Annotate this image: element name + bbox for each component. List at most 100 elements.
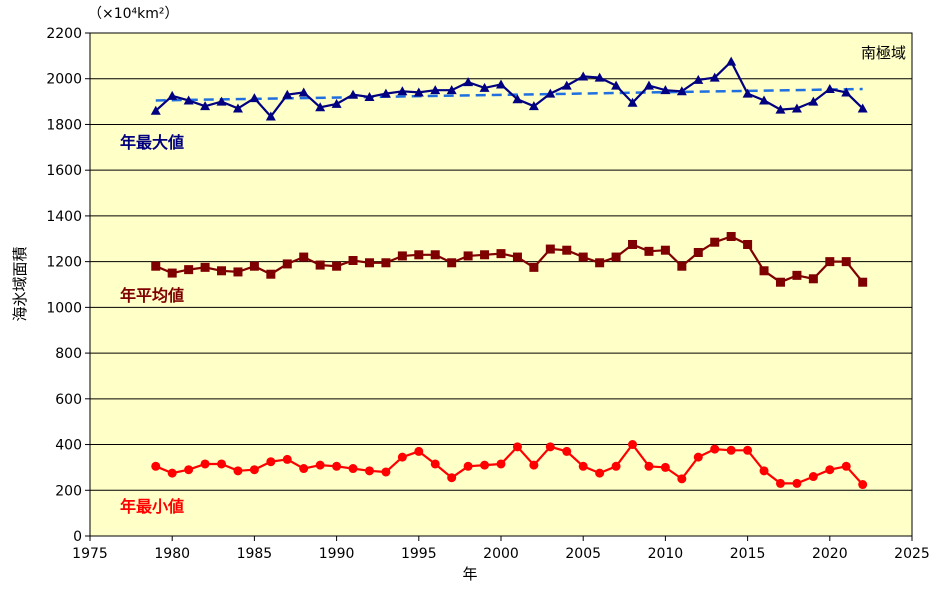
data-point: [249, 93, 260, 103]
data-point: [841, 461, 851, 471]
y-tick-label: 1600: [46, 163, 82, 179]
x-axis-label: 年: [462, 565, 477, 583]
data-point: [298, 87, 309, 97]
data-point: [611, 461, 621, 471]
data-point: [331, 98, 342, 108]
data-point: [660, 462, 670, 472]
y-axis-label: 海氷域面積: [11, 246, 29, 321]
y-tick-label: 1800: [46, 117, 82, 133]
y-tick-label: 800: [55, 346, 82, 362]
data-point: [447, 258, 457, 268]
data-point: [791, 103, 802, 113]
data-point: [512, 442, 522, 452]
data-point: [693, 247, 703, 257]
data-point: [841, 257, 851, 267]
data-point: [150, 105, 161, 115]
data-point: [792, 478, 802, 488]
data-point: [381, 467, 391, 477]
series-mean: [151, 231, 868, 287]
data-point: [562, 245, 572, 255]
data-point: [463, 461, 473, 471]
data-point: [430, 250, 440, 260]
data-point: [200, 459, 210, 469]
data-point: [595, 468, 605, 478]
x-tick-label: 1995: [401, 546, 437, 562]
plot-frame: [89, 32, 913, 537]
data-point: [299, 252, 309, 262]
x-tick-label: 2015: [730, 546, 766, 562]
data-point: [232, 103, 243, 113]
data-point: [200, 101, 211, 111]
data-point: [808, 472, 818, 482]
data-point: [595, 258, 605, 268]
data-point: [233, 466, 243, 476]
series-label-mean: 年平均値: [120, 286, 184, 305]
data-point: [857, 103, 868, 113]
plot-area: [90, 33, 912, 536]
grid-lines: [90, 78, 912, 491]
data-point: [380, 88, 391, 98]
data-point: [249, 261, 259, 271]
data-point: [381, 258, 391, 268]
data-point: [545, 244, 555, 254]
data-point: [627, 97, 638, 107]
data-point: [775, 104, 786, 114]
data-point: [463, 251, 473, 261]
data-point: [496, 79, 506, 89]
data-point: [578, 71, 589, 81]
data-point: [184, 265, 194, 275]
x-tick-label: 1985: [237, 546, 273, 562]
data-point: [249, 465, 259, 475]
data-point: [808, 274, 818, 284]
data-point: [348, 255, 358, 265]
data-point: [348, 464, 358, 474]
y-tick-label: 1400: [46, 209, 82, 225]
data-point: [529, 262, 539, 272]
data-point: [759, 95, 770, 105]
data-point: [332, 261, 342, 271]
data-point: [578, 252, 588, 262]
unit-label: （×10⁴km²）: [88, 6, 179, 22]
data-point: [628, 440, 638, 450]
data-point: [167, 268, 177, 278]
data-point: [677, 261, 687, 271]
data-point: [414, 250, 424, 260]
region-label: 南極域: [861, 44, 906, 62]
y-tick-label: 0: [73, 529, 82, 545]
x-tick-label: 2025: [894, 546, 930, 562]
data-point: [660, 85, 671, 95]
data-point: [233, 267, 243, 277]
data-point: [628, 239, 638, 249]
data-point: [710, 444, 720, 454]
data-point: [265, 111, 276, 121]
data-point: [792, 270, 802, 280]
data-point: [726, 445, 736, 455]
x-tick-label: 2005: [565, 546, 601, 562]
series-label-max: 年最大値: [120, 133, 184, 152]
data-point: [496, 459, 506, 469]
data-point: [693, 74, 704, 84]
y-tick-label: 200: [55, 483, 82, 499]
data-point: [167, 468, 177, 478]
data-point: [397, 452, 407, 462]
data-point: [545, 88, 556, 98]
data-point: [446, 85, 457, 95]
data-point: [413, 87, 424, 97]
series-max: [150, 56, 868, 121]
data-point: [282, 454, 292, 464]
data-point: [364, 258, 374, 268]
data-point: [644, 246, 654, 256]
data-point: [151, 261, 161, 271]
data-point: [216, 96, 227, 106]
data-point: [364, 92, 375, 102]
data-point: [430, 459, 440, 469]
y-axis: 0 200 400 600 800 1000 1200 1400 1600 1800 2000 220…: [46, 26, 90, 545]
data-point: [759, 266, 769, 276]
x-tick-label: 1990: [319, 546, 355, 562]
data-point: [282, 259, 292, 269]
trend-line-max: [155, 87, 863, 102]
data-point: [480, 460, 490, 470]
y-tick-label: 400: [55, 438, 82, 454]
